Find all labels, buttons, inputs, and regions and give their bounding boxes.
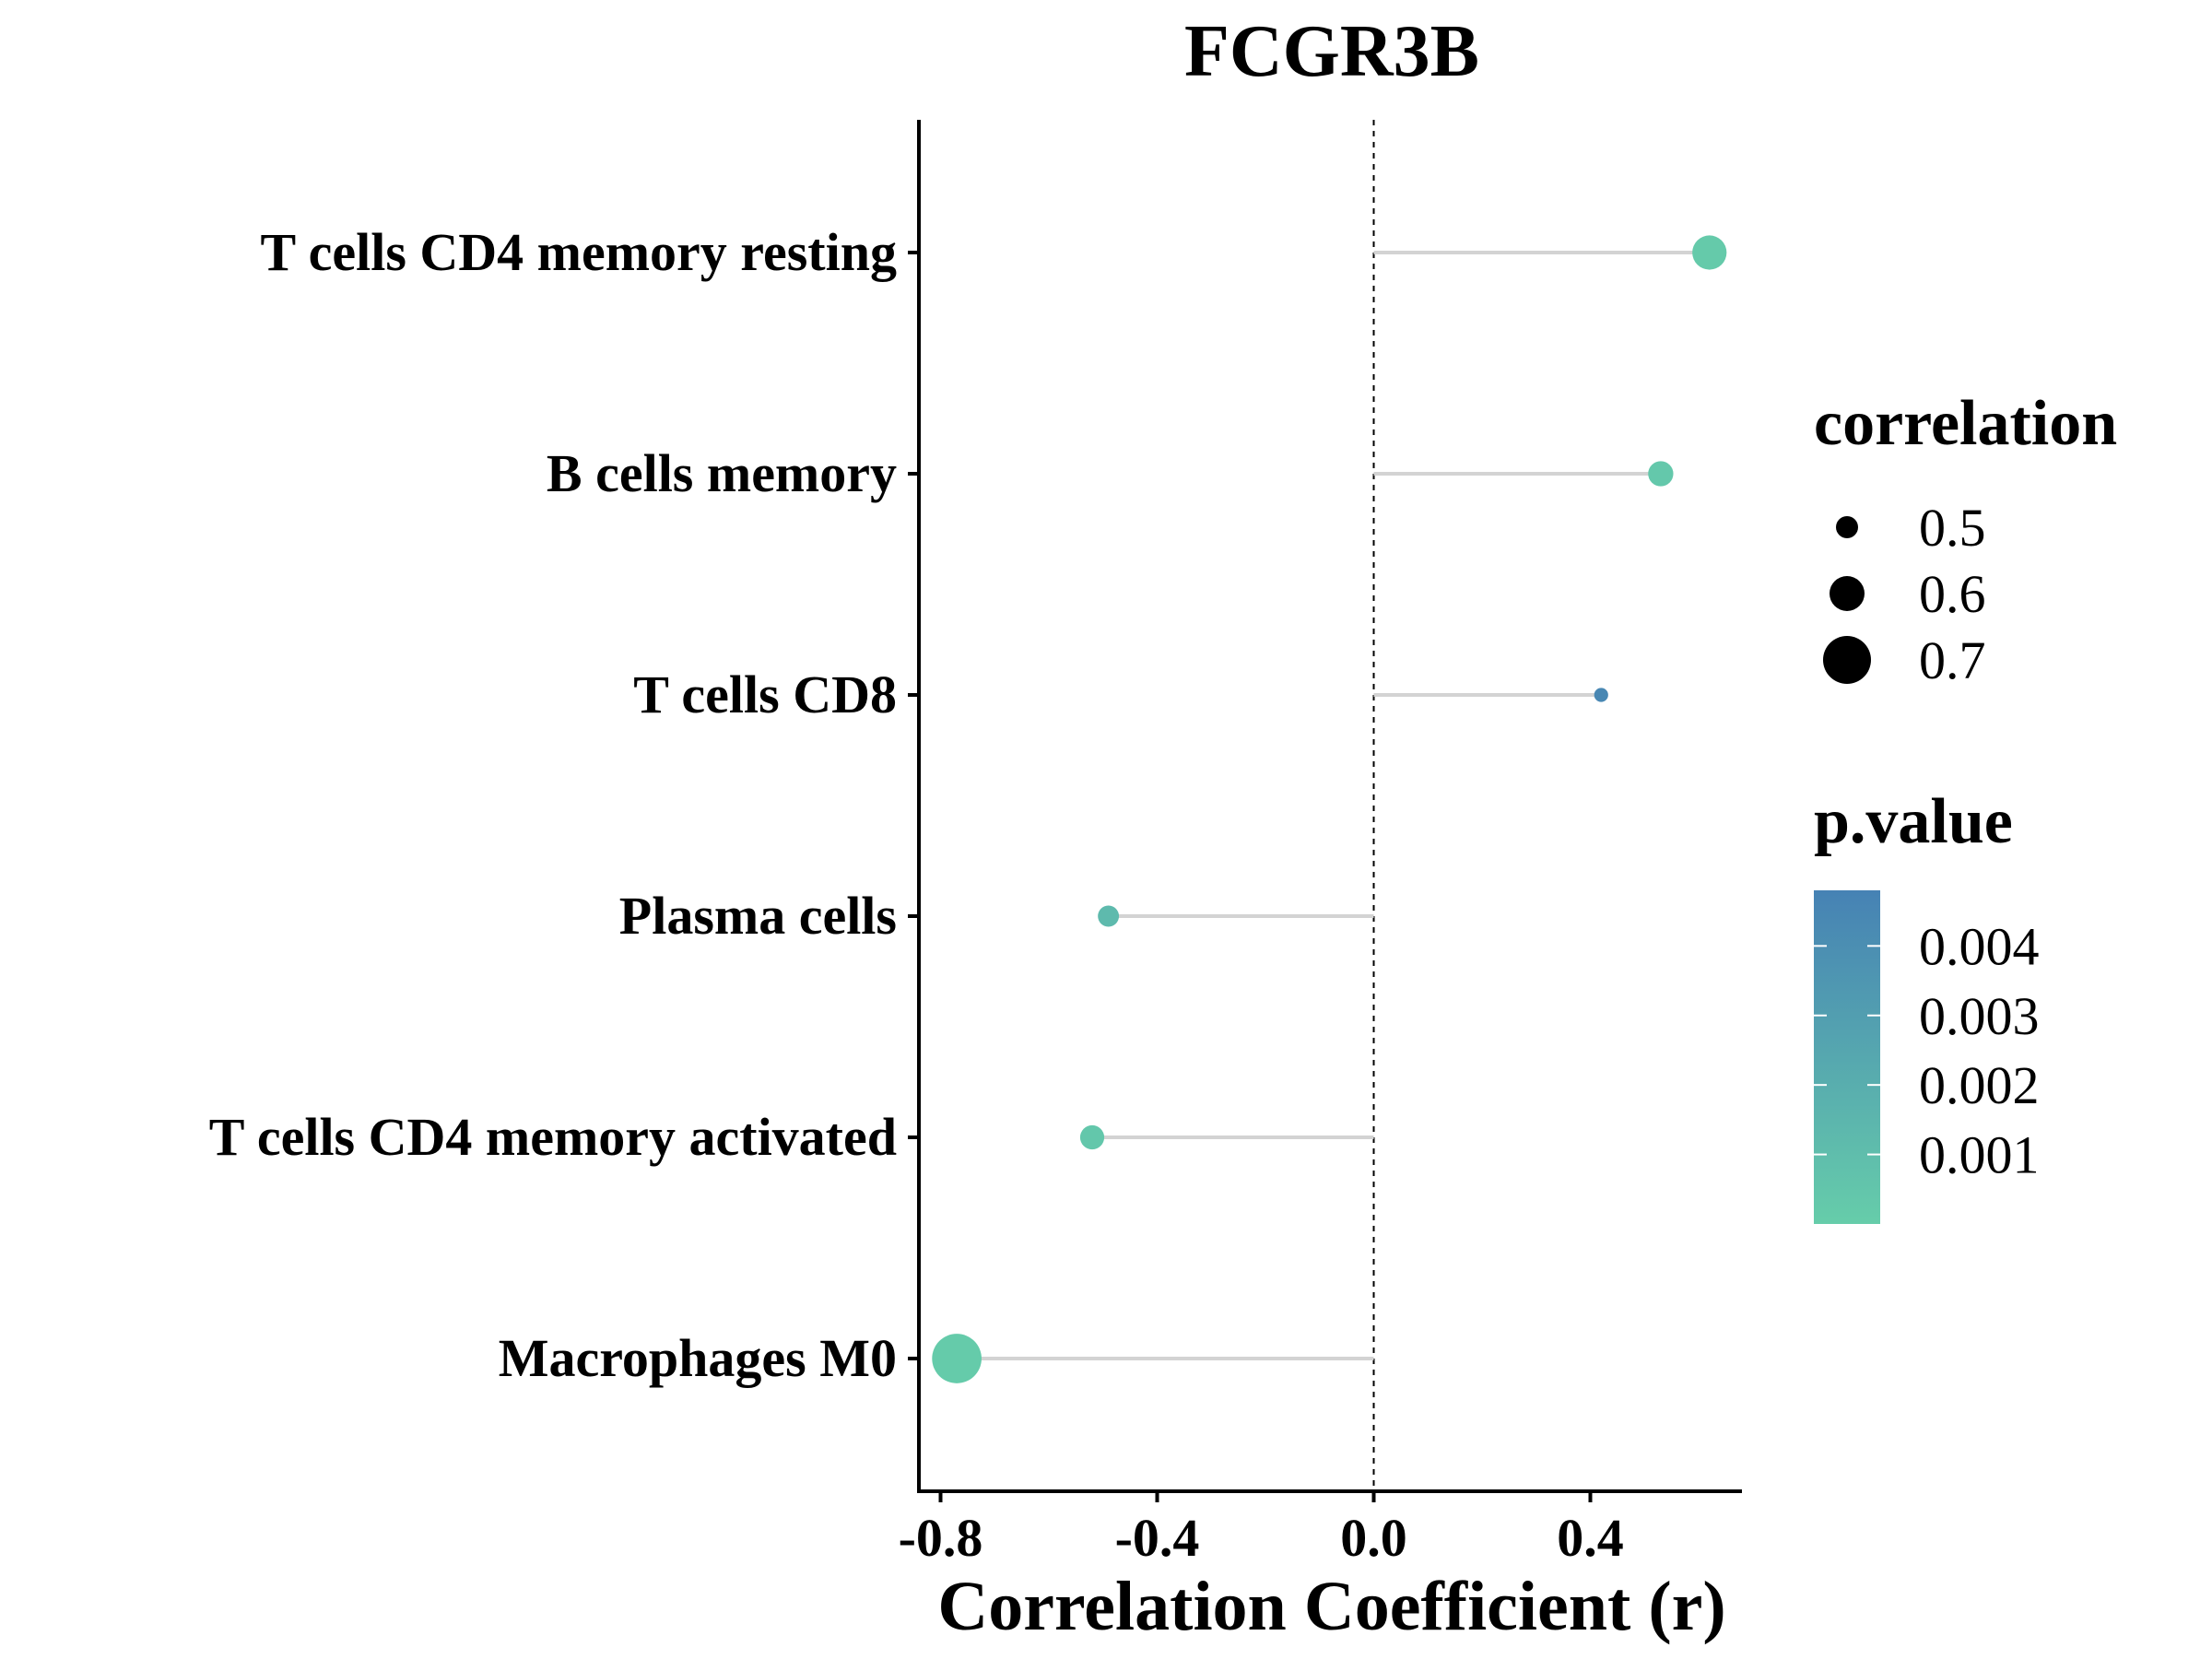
y-tick-label: Macrophages M0 [499, 1328, 897, 1388]
y-tick-label: Plasma cells [619, 886, 897, 946]
chart-title: FCGR3B [1184, 11, 1479, 92]
size-legend-key [1830, 576, 1865, 611]
y-tick-label: T cells CD4 memory activated [209, 1107, 897, 1167]
legend: correlation p.value 0.50.60.7 0.004 0.003 0… [1814, 388, 2117, 1224]
y-tick-label: T cells CD8 [633, 665, 897, 724]
size-legend-label: 0.6 [1919, 564, 1986, 624]
data-point [1079, 1124, 1105, 1150]
size-legend-title: correlation [1814, 388, 2117, 459]
size-legend-key [1836, 516, 1858, 538]
x-tick-label: -0.4 [1115, 1508, 1200, 1568]
data-point [1594, 688, 1608, 702]
x-tick-label: -0.8 [899, 1508, 983, 1568]
x-tick-label: 0.4 [1557, 1508, 1624, 1568]
data-point [1692, 235, 1727, 270]
x-axis-title: Correlation Coefficient (r) [937, 1568, 1725, 1645]
size-legend-label: 0.5 [1919, 498, 1986, 558]
plot-area: T cells CD4 memory resting B cells memory… [209, 120, 1742, 1568]
colorbar-label: 0.004 [1919, 916, 2040, 976]
y-tick-label: B cells memory [547, 443, 897, 503]
color-legend-title: p.value [1814, 786, 2013, 857]
y-tick-label: T cells CD4 memory resting [260, 222, 897, 282]
colorbar-label: 0.001 [1919, 1125, 2040, 1185]
data-point [1098, 905, 1120, 927]
colorbar-label: 0.003 [1919, 986, 2040, 1046]
data-point [932, 1334, 982, 1383]
pvalue-colorbar [1814, 890, 1880, 1224]
size-legend-key [1823, 636, 1871, 684]
x-tick-label: 0.0 [1340, 1508, 1407, 1568]
colorbar-label: 0.002 [1919, 1055, 2040, 1115]
size-legend-label: 0.7 [1919, 630, 1986, 690]
data-point [1648, 461, 1674, 487]
